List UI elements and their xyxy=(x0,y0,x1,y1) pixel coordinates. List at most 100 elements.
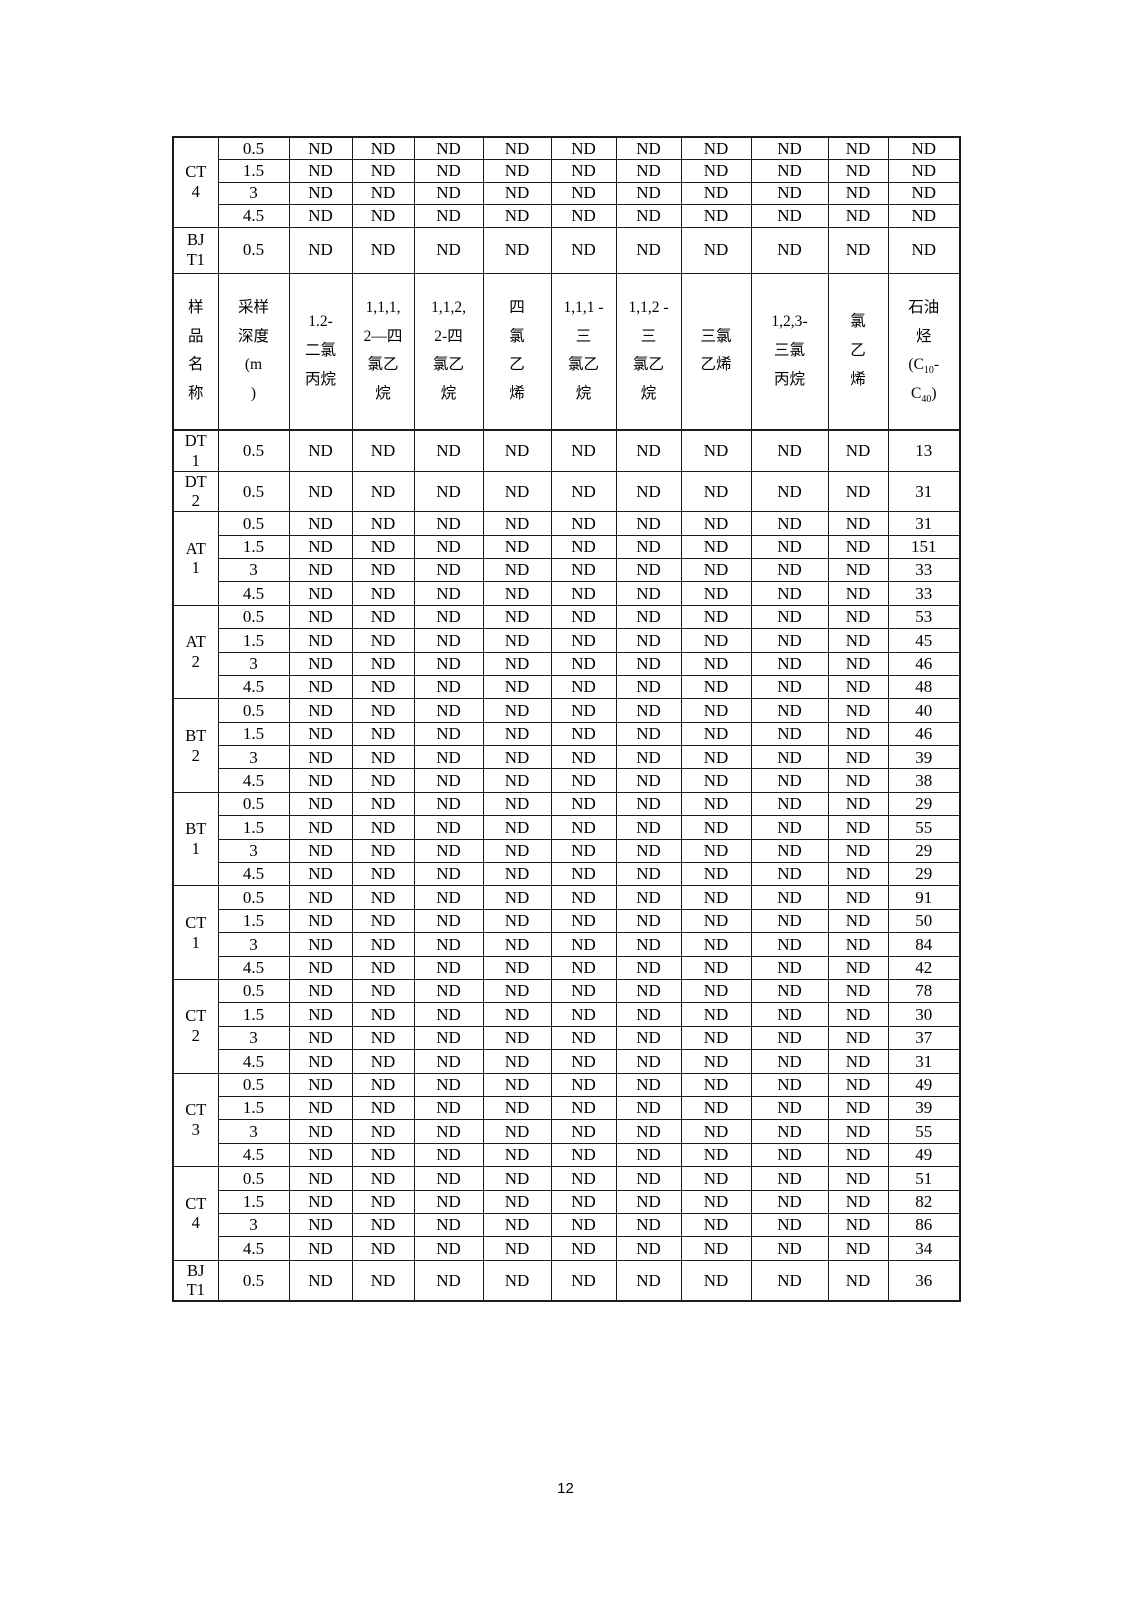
result-value: ND xyxy=(288,885,353,910)
result-value: ND xyxy=(680,581,752,606)
result-value: ND xyxy=(288,429,353,472)
result-value: ND xyxy=(550,1002,617,1027)
result-value: ND xyxy=(351,581,415,606)
result-value: ND xyxy=(550,815,617,840)
table-row: BJ T1 0.5 ND ND ND ND ND ND ND ND ND ND xyxy=(172,226,961,274)
result-value: ND xyxy=(887,226,961,274)
table-row: 3 ND ND ND ND ND ND ND ND ND 46 xyxy=(173,651,961,676)
result-value: ND xyxy=(550,698,617,723)
header-chemical: 氯乙烯 xyxy=(827,272,889,431)
result-value: ND xyxy=(351,1025,415,1051)
result-value: ND xyxy=(550,768,617,793)
site-label: BT 1 xyxy=(172,791,219,887)
result-value: ND xyxy=(680,838,752,864)
result-value: ND xyxy=(615,429,682,472)
result-value: ND xyxy=(550,1236,617,1261)
result-value: ND xyxy=(288,1025,353,1051)
result-value: ND xyxy=(550,1212,617,1238)
table-row: 4.5 ND ND ND ND ND ND ND ND ND ND xyxy=(173,204,961,228)
result-value: ND xyxy=(288,204,353,228)
table-row: 1.5 ND ND ND ND ND ND ND ND ND ND xyxy=(173,159,961,183)
result-value: ND xyxy=(680,955,752,981)
result-value: ND xyxy=(351,651,415,676)
result-value: ND xyxy=(482,791,552,817)
result-value: ND xyxy=(482,226,552,274)
result-value: ND xyxy=(680,908,752,934)
header-chemical: 1,1,1 - 三氯乙烷 xyxy=(550,272,617,431)
table-row: CT 3 0.5 ND ND ND ND ND ND ND ND ND 49 xyxy=(172,1072,961,1168)
result-value: ND xyxy=(351,1189,415,1214)
result-value: ND xyxy=(413,1189,484,1214)
result-value: ND xyxy=(750,698,829,723)
result-value: ND xyxy=(615,1259,682,1302)
result-value: ND xyxy=(351,557,415,583)
result-value: ND xyxy=(482,1212,552,1238)
result-value: ND xyxy=(288,470,353,513)
depth-value: 4.5 xyxy=(217,674,290,700)
result-value: ND xyxy=(887,204,961,228)
result-value: ND xyxy=(351,1212,415,1238)
result-value: 49 xyxy=(887,1142,961,1168)
table-row: 3 ND ND ND ND ND ND ND ND ND 86 xyxy=(173,1212,961,1238)
result-value: ND xyxy=(750,862,829,887)
depth-value: 4.5 xyxy=(217,1236,290,1261)
result-value: ND xyxy=(615,815,682,840)
depth-value: 3 xyxy=(217,1025,290,1051)
result-value: ND xyxy=(482,136,552,160)
result-value: ND xyxy=(550,1049,617,1074)
table-row: 1.5 ND ND ND ND ND ND ND ND ND 46 xyxy=(173,721,961,747)
result-value: ND xyxy=(482,698,552,723)
header-chemical: 1,1,1, 2—四 氯乙烷 xyxy=(351,272,415,431)
result-value: 151 xyxy=(887,534,961,559)
result-value: 39 xyxy=(887,1095,961,1121)
result-value: ND xyxy=(413,1166,484,1191)
result-value: ND xyxy=(680,1189,752,1214)
result-value: ND xyxy=(482,557,552,583)
site-label: AT 2 xyxy=(172,604,219,700)
result-value: ND xyxy=(288,862,353,887)
result-value: ND xyxy=(482,604,552,630)
result-value: ND xyxy=(615,768,682,793)
result-value: 46 xyxy=(887,721,961,747)
result-value: ND xyxy=(550,932,617,957)
result-value: ND xyxy=(827,429,889,472)
result-value: ND xyxy=(750,1072,829,1097)
result-value: ND xyxy=(827,204,889,228)
result-value: ND xyxy=(413,534,484,559)
result-value: ND xyxy=(827,908,889,934)
result-value: ND xyxy=(827,1166,889,1191)
result-value: ND xyxy=(615,581,682,606)
result-value: ND xyxy=(550,204,617,228)
result-value: ND xyxy=(615,838,682,864)
table-row: 1.5 ND ND ND ND ND ND ND ND ND 30 xyxy=(173,1002,961,1027)
table-row: BT 2 0.5 ND ND ND ND ND ND ND ND ND 40 xyxy=(172,698,961,793)
result-value: ND xyxy=(482,581,552,606)
result-value: 46 xyxy=(887,651,961,676)
result-value: ND xyxy=(827,698,889,723)
result-value: ND xyxy=(615,651,682,676)
depth-value: 1.5 xyxy=(217,1095,290,1121)
result-value: ND xyxy=(750,581,829,606)
result-value: ND xyxy=(351,1166,415,1191)
result-value: 49 xyxy=(887,1072,961,1097)
result-value: ND xyxy=(351,955,415,981)
result-value: ND xyxy=(351,885,415,910)
result-value: 82 xyxy=(887,1189,961,1214)
result-value: ND xyxy=(827,862,889,887)
result-value: ND xyxy=(827,581,889,606)
result-value: ND xyxy=(482,429,552,472)
result-value: ND xyxy=(750,885,829,910)
result-value: ND xyxy=(680,181,752,205)
result-value: ND xyxy=(351,768,415,793)
result-value: ND xyxy=(750,1095,829,1121)
result-value: ND xyxy=(288,511,353,536)
depth-value: 0.5 xyxy=(217,604,290,630)
result-value: ND xyxy=(351,862,415,887)
result-value: ND xyxy=(680,534,752,559)
result-value: ND xyxy=(615,1002,682,1027)
result-value: ND xyxy=(288,226,353,274)
header-chemical: 1,1,2 - 三氯乙烷 xyxy=(615,272,682,431)
result-value: ND xyxy=(887,159,961,183)
result-value: ND xyxy=(750,721,829,747)
